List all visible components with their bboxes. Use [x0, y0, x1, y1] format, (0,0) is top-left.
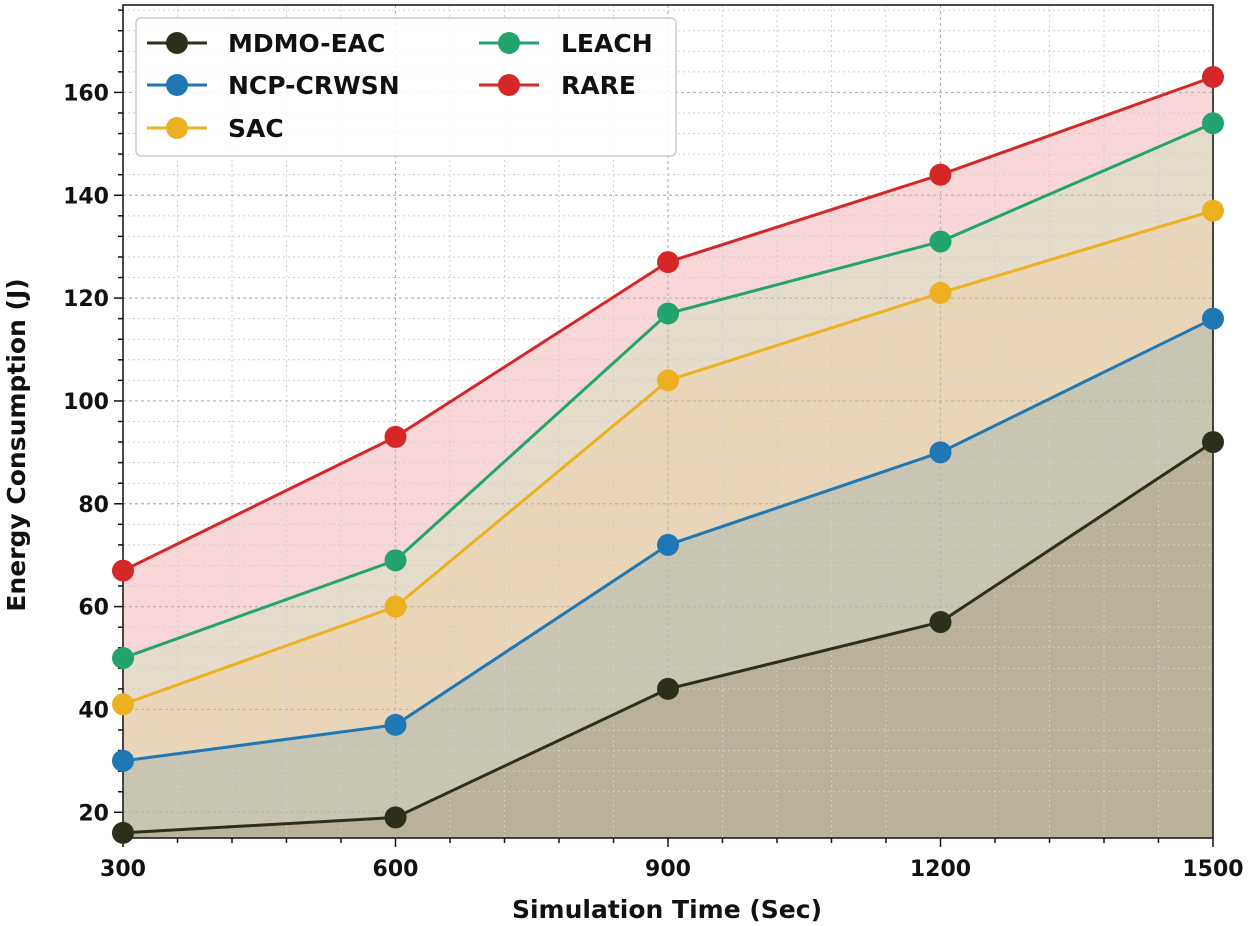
- legend-entry-mdmo-eac: MDMO-EAC: [147, 29, 385, 58]
- legend-box: [135, 17, 677, 157]
- data-point-rare: [657, 251, 679, 274]
- data-point-rare: [384, 425, 407, 448]
- x-tick-label: 300: [100, 857, 146, 882]
- legend-label: MDMO-EAC: [228, 29, 385, 58]
- y-tick-label: 120: [63, 287, 109, 312]
- x-tick-label: 1500: [1182, 857, 1243, 882]
- data-point-ncp-crwsn: [1202, 307, 1224, 330]
- data-point-rare: [112, 559, 134, 582]
- data-point-mdmo-eac: [384, 806, 407, 829]
- data-point-leach: [112, 647, 134, 670]
- data-point-leach: [1202, 112, 1224, 135]
- legend-label: NCP-CRWSN: [228, 71, 400, 100]
- legend: MDMO-EAC NCP-CRWSN SAC LEACH RARE: [135, 17, 677, 157]
- y-axis-title: Energy Consumption (J): [2, 278, 31, 611]
- tick-labels: 300 600 900 1200 1500 20 40 60 80 100 120 140 160: [63, 81, 1244, 882]
- y-tick-label: 40: [78, 698, 109, 723]
- data-point-mdmo-eac: [112, 821, 134, 844]
- x-axis-title: Simulation Time (Sec): [512, 895, 822, 924]
- data-point-mdmo-eac: [657, 677, 679, 700]
- data-point-sac: [1202, 199, 1224, 222]
- data-point-ncp-crwsn: [112, 749, 134, 772]
- data-point-leach: [929, 230, 952, 253]
- y-tick-label: 160: [63, 81, 109, 106]
- legend-entry-ncp-crwsn: NCP-CRWSN: [147, 71, 400, 100]
- y-tick-label: 60: [78, 596, 109, 621]
- legend-entry-sac: SAC: [147, 114, 284, 143]
- legend-label: SAC: [228, 114, 284, 143]
- data-point-rare: [1202, 65, 1224, 88]
- y-tick-label: 100: [63, 390, 109, 415]
- y-tick-label: 140: [63, 184, 109, 209]
- legend-entry-leach: LEACH: [479, 29, 653, 58]
- data-point-sac: [929, 281, 952, 304]
- data-point-leach: [384, 549, 407, 572]
- data-point-sac: [657, 369, 679, 392]
- data-point-leach: [657, 302, 679, 325]
- y-tick-label: 20: [78, 801, 109, 826]
- x-tick-label: 900: [645, 857, 691, 882]
- data-point-mdmo-eac: [929, 611, 952, 634]
- y-tick-label: 80: [78, 493, 109, 518]
- data-point-ncp-crwsn: [384, 713, 407, 736]
- series-markers: [112, 65, 1224, 844]
- data-point-ncp-crwsn: [929, 441, 952, 464]
- data-point-rare: [929, 163, 952, 186]
- x-tick-label: 600: [373, 857, 419, 882]
- legend-label: LEACH: [561, 29, 653, 58]
- data-point-sac: [112, 693, 134, 716]
- data-point-sac: [384, 595, 407, 618]
- legend-label: RARE: [561, 71, 636, 100]
- data-point-mdmo-eac: [1202, 431, 1224, 454]
- x-tick-label: 1200: [910, 857, 971, 882]
- legend-entry-rare: RARE: [479, 71, 636, 100]
- data-point-ncp-crwsn: [657, 533, 679, 556]
